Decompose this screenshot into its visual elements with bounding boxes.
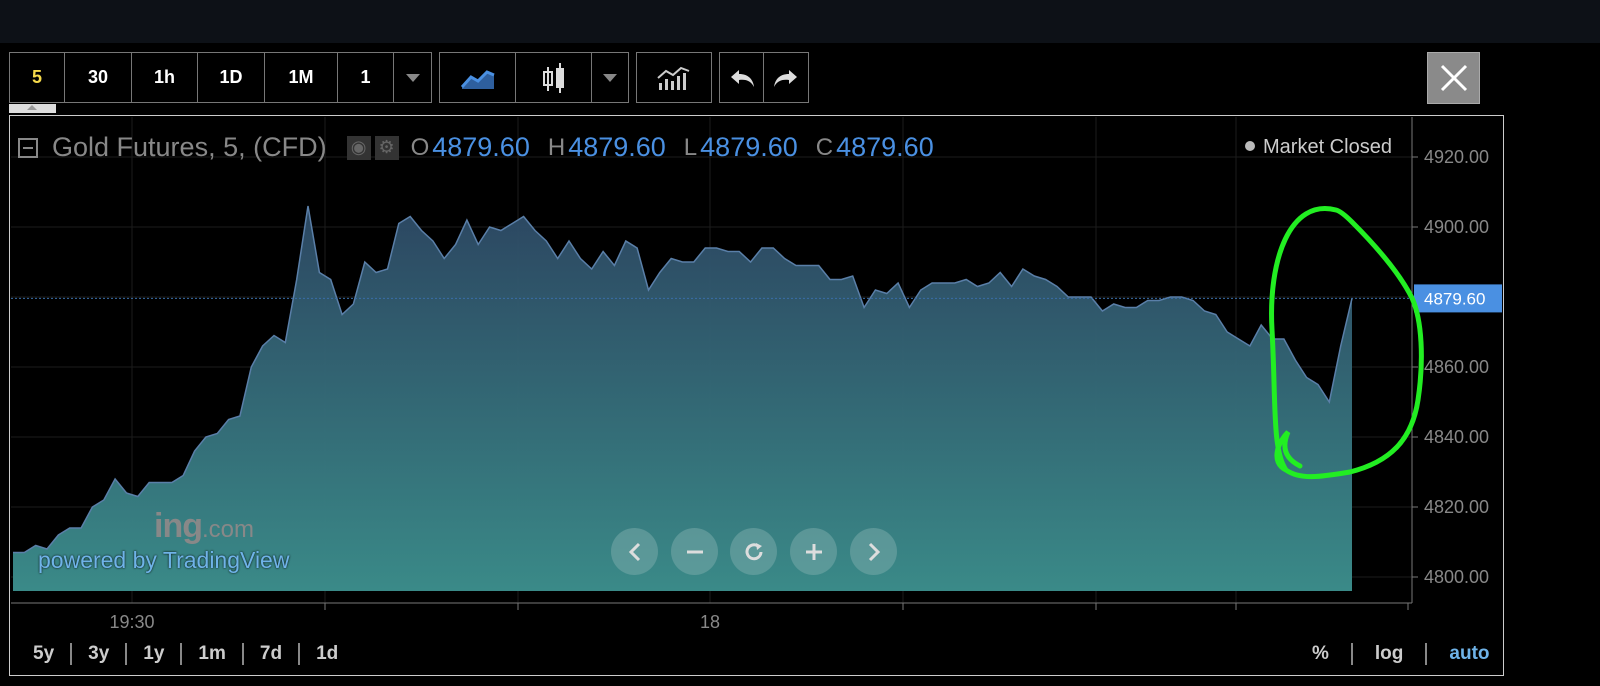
interval-group: 5 30 1h 1D 1M 1	[9, 52, 432, 103]
high-value: 4879.60	[568, 132, 666, 162]
last-price-tag-bg	[1414, 284, 1502, 313]
top-bar	[0, 0, 1600, 43]
watermark-brand-suffix: .com	[201, 516, 254, 543]
symbol-title: Gold Futures, 5, (CFD)	[52, 132, 327, 162]
status-dot-icon	[1245, 141, 1255, 151]
low-value: 4879.60	[700, 132, 798, 162]
close-icon	[1440, 64, 1467, 92]
powered-by-text: powered by TradingView	[38, 547, 290, 573]
chevron-left-icon	[628, 542, 640, 561]
date-range-bar: 5y 3y 1y 1m 7d 1d	[9, 636, 354, 672]
indicators-icon	[657, 66, 690, 90]
indicators-group	[636, 52, 712, 103]
last-price-tag: 4879.60	[1414, 284, 1502, 313]
reset-chart-button[interactable]	[730, 528, 777, 575]
open-value: 4879.60	[432, 132, 530, 162]
chevron-down-icon	[603, 73, 617, 82]
range-1d-button[interactable]: 1d	[316, 643, 339, 664]
undo-redo-group	[719, 52, 809, 103]
range-1y-button[interactable]: 1y	[127, 643, 183, 665]
interval-30-button[interactable]: 30	[65, 53, 132, 102]
plus-icon	[805, 543, 822, 560]
watermark-brand: ing.com	[154, 507, 254, 546]
y-tick-label: 4800.00	[1424, 567, 1489, 587]
close-label: C	[815, 133, 834, 161]
candlestick-icon	[542, 62, 564, 93]
high-label: H	[547, 133, 566, 161]
area-chart-icon	[460, 69, 495, 89]
chart-frame	[9, 115, 1504, 676]
percent-scale-button[interactable]: %	[1290, 643, 1353, 665]
chevron-right-icon	[868, 542, 880, 561]
interval-5-button[interactable]: 5	[10, 53, 65, 102]
price-line	[13, 205, 1353, 554]
interval-1m-button[interactable]: 1M	[265, 53, 338, 102]
chart-legend: Gold Futures, 5, (CFD) ◉ ⚙ O 4879.60 H 4…	[18, 132, 952, 163]
indicators-button[interactable]	[637, 53, 711, 102]
candlestick-button[interactable]	[516, 53, 592, 102]
gear-icon[interactable]: ⚙	[374, 135, 399, 160]
market-status: Market Closed	[1245, 136, 1392, 159]
price-area	[13, 206, 1352, 591]
low-label: L	[683, 133, 698, 161]
redo-icon	[774, 69, 797, 87]
annotation-circle	[1269, 206, 1424, 480]
minus-icon	[686, 550, 703, 553]
scale-options-bar: % log auto	[1290, 636, 1512, 672]
interval-custom-button[interactable]: 1	[338, 53, 394, 102]
zoom-in-button[interactable]	[790, 528, 837, 575]
y-tick-label: 4900.00	[1424, 217, 1489, 237]
toolbar-collapse-tab[interactable]	[9, 104, 56, 113]
y-tick-label: 4860.00	[1424, 357, 1489, 377]
close-value: 4879.60	[836, 132, 934, 162]
range-7d-button[interactable]: 7d	[244, 643, 301, 665]
redo-button[interactable]	[764, 53, 808, 102]
area-chart-button[interactable]	[440, 53, 516, 102]
open-label: O	[410, 133, 430, 161]
chevron-down-icon	[405, 73, 420, 82]
scroll-right-button[interactable]	[850, 528, 897, 575]
y-axis[interactable]: 4920.00 4900.00 4860.00 4840.00 4820.00 4800.…	[1411, 117, 1489, 603]
log-scale-button[interactable]: log	[1353, 643, 1428, 665]
y-tick-label: 4920.00	[1424, 147, 1489, 167]
legend-actions: ◉ ⚙	[346, 135, 399, 160]
interval-1d-button[interactable]: 1D	[198, 53, 265, 102]
x-tick-label: 19:30	[109, 612, 154, 632]
x-tick-label: 18	[700, 612, 720, 632]
eye-icon[interactable]: ◉	[346, 135, 371, 160]
chart-type-group	[439, 52, 629, 103]
auto-scale-button[interactable]: auto	[1449, 643, 1490, 664]
undo-icon	[730, 69, 754, 87]
range-3y-button[interactable]: 3y	[72, 643, 128, 665]
range-5y-button[interactable]: 5y	[9, 643, 73, 665]
close-button[interactable]	[1427, 52, 1480, 104]
watermark-brand-text: ing	[154, 507, 203, 545]
range-1m-button[interactable]: 1m	[182, 643, 244, 665]
undo-button[interactable]	[720, 53, 764, 102]
chart-type-dropdown-button[interactable]	[592, 53, 628, 102]
zoom-out-button[interactable]	[671, 528, 718, 575]
x-axis[interactable]: 19:30 18	[11, 602, 1412, 632]
y-tick-label: 4820.00	[1424, 497, 1489, 517]
y-tick-label: 4840.00	[1424, 427, 1489, 447]
scroll-left-button[interactable]	[611, 528, 658, 575]
reset-icon	[745, 542, 762, 560]
legend-collapse-icon[interactable]	[18, 137, 38, 158]
last-price-label: 4879.60	[1424, 289, 1485, 308]
market-status-text: Market Closed	[1263, 136, 1392, 158]
interval-1h-button[interactable]: 1h	[132, 53, 198, 102]
interval-dropdown-button[interactable]	[394, 53, 431, 102]
